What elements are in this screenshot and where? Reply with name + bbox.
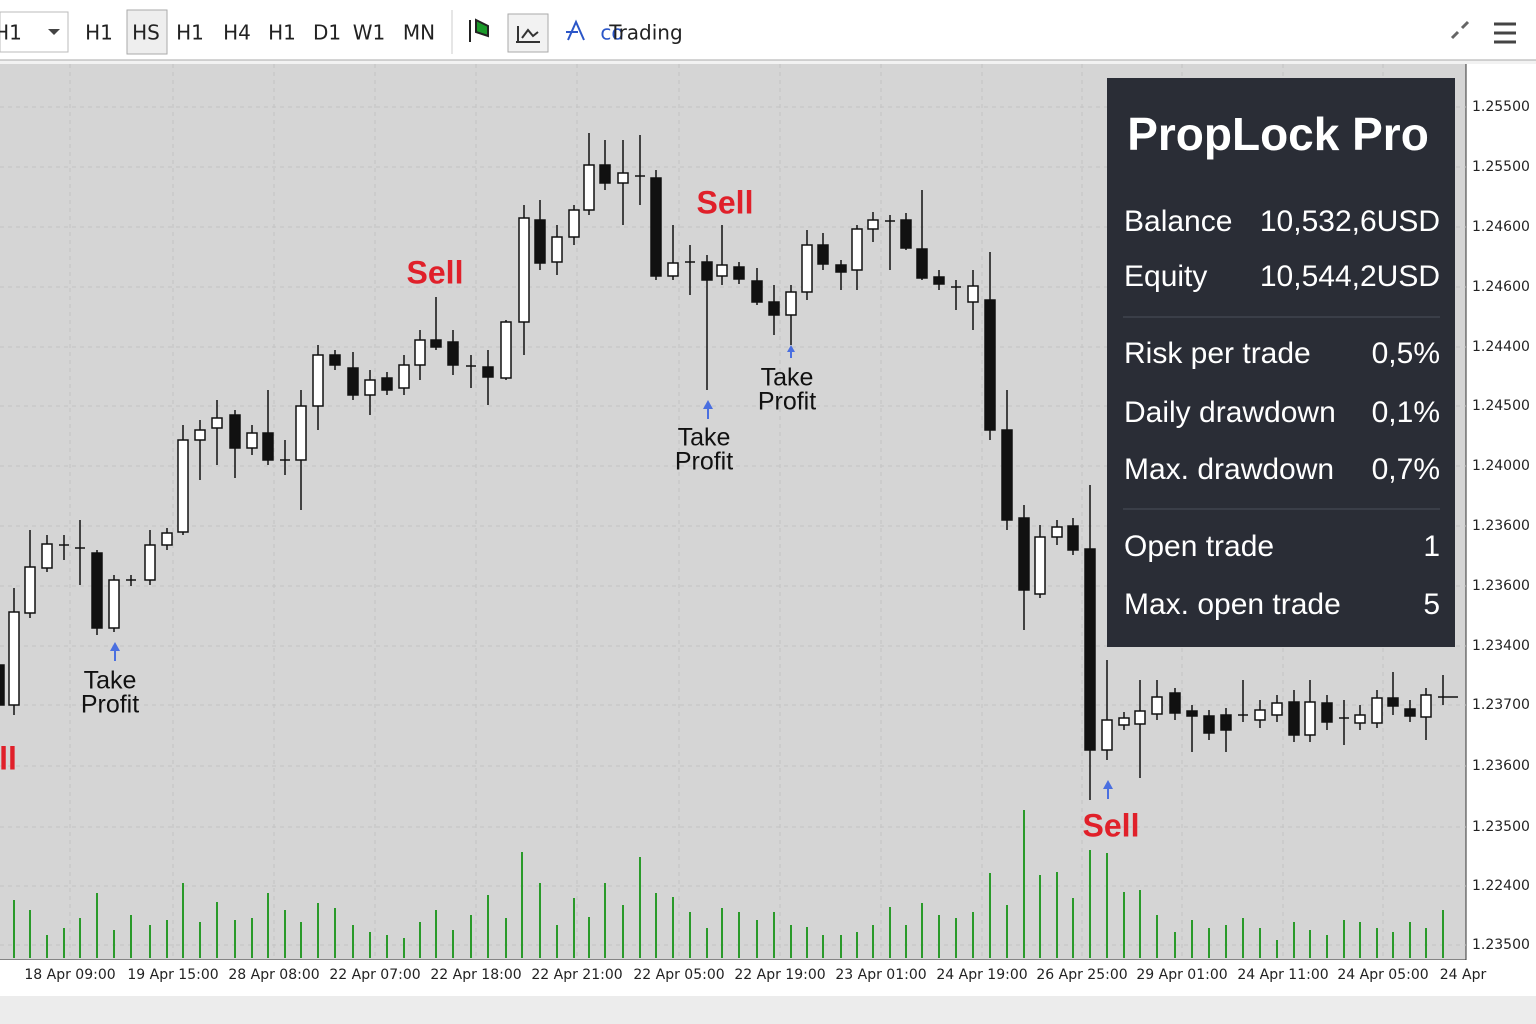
price-label: 1.24600 bbox=[1472, 219, 1530, 235]
dropdown-arrow[interactable] bbox=[48, 29, 60, 35]
arrow bbox=[787, 345, 795, 358]
time-label: 22 Apr 05:00 bbox=[633, 967, 724, 983]
line-chart-icon bbox=[516, 26, 540, 43]
panel-title: PropLock Pro bbox=[1127, 108, 1429, 160]
price-label: 1.23600 bbox=[1472, 518, 1530, 534]
timeframe-button: MN bbox=[403, 21, 435, 45]
timeframe-button: H1 bbox=[176, 21, 204, 45]
panel-row-value: 0,5% bbox=[1372, 337, 1440, 370]
panel-row-label: Open trade bbox=[1124, 530, 1274, 563]
time-axis bbox=[0, 960, 1466, 996]
panel-row-label: Equity bbox=[1124, 260, 1207, 293]
price-label: 1.23400 bbox=[1472, 638, 1530, 654]
arrow bbox=[110, 642, 120, 661]
panel-row-label: Balance bbox=[1124, 205, 1232, 238]
panel-row-value: 10,532,6USD bbox=[1260, 205, 1440, 238]
arrow bbox=[1103, 780, 1113, 799]
line-chart-button[interactable] bbox=[507, 13, 549, 53]
sell-annotation: ll bbox=[0, 740, 17, 776]
selected-tab bbox=[126, 9, 168, 55]
menu-icon[interactable] bbox=[1494, 22, 1516, 44]
time-label: 22 Apr 18:00 bbox=[430, 967, 521, 983]
take-profit-annotation: Profit bbox=[675, 448, 733, 476]
panel-row-value: 0,1% bbox=[1372, 396, 1440, 429]
panel-row-label: Max. open trade bbox=[1124, 588, 1341, 621]
drawing-icon[interactable] bbox=[566, 19, 585, 41]
time-label: 24 Apr 19:00 bbox=[936, 967, 1027, 983]
price-label: 1.22400 bbox=[1472, 878, 1530, 894]
take-profit-annotation: Profit bbox=[758, 388, 816, 416]
price-label: 1.23500 bbox=[1472, 819, 1530, 835]
take-profit-arrows bbox=[110, 345, 1113, 799]
timeframe-button: W1 bbox=[353, 21, 386, 45]
proplock-panel bbox=[1107, 78, 1455, 647]
price-label: 1.25500 bbox=[1472, 159, 1530, 175]
timeframe-button: H1 bbox=[0, 21, 22, 45]
timeframe-button: D1 bbox=[313, 21, 341, 45]
price-label: 1.24000 bbox=[1472, 458, 1530, 474]
panel-row-value: 5 bbox=[1423, 588, 1440, 621]
arrow bbox=[703, 400, 713, 419]
timeframe-button: H4 bbox=[223, 21, 251, 45]
time-label: 23 Apr 01:00 bbox=[835, 967, 926, 983]
panel-row-value: 0,7% bbox=[1372, 453, 1440, 486]
timeframe-button: H1 bbox=[268, 21, 296, 45]
price-label: 1.24400 bbox=[1472, 339, 1530, 355]
status-bar bbox=[0, 996, 1536, 1024]
time-label: 26 Apr 25:00 bbox=[1036, 967, 1127, 983]
panel-row-label: Daily drawdown bbox=[1124, 396, 1336, 429]
expand-icon[interactable] bbox=[1450, 20, 1470, 40]
toolbar-text: ᴄo bbox=[600, 21, 623, 45]
time-label: 18 Apr 09:00 bbox=[24, 967, 115, 983]
toolbar bbox=[0, 0, 1536, 60]
price-axis bbox=[1466, 64, 1536, 996]
price-label: 1.23600 bbox=[1472, 578, 1530, 594]
sell-annotation: Sell bbox=[1083, 807, 1140, 843]
panel-row-label: Max. drawdown bbox=[1124, 453, 1334, 486]
time-label: 22 Apr 07:00 bbox=[329, 967, 420, 983]
price-label: 1.24500 bbox=[1472, 398, 1530, 414]
price-label: 1.24600 bbox=[1472, 279, 1530, 295]
panel-row-value: 10,544,2USD bbox=[1260, 260, 1440, 293]
timeframe-button: HS bbox=[132, 21, 160, 45]
price-label: 1.23500 bbox=[1472, 937, 1530, 953]
take-profit-annotation: Take bbox=[761, 364, 814, 392]
toolbar-label: Trading bbox=[608, 21, 682, 45]
time-label: 24 Apr bbox=[1440, 967, 1487, 983]
time-label: 22 Apr 21:00 bbox=[531, 967, 622, 983]
sell-annotation: Sell bbox=[407, 254, 464, 290]
time-label: 22 Apr 19:00 bbox=[734, 967, 825, 983]
price-label: 1.23700 bbox=[1472, 697, 1530, 713]
time-label: 29 Apr 01:00 bbox=[1136, 967, 1227, 983]
take-profit-annotation: Take bbox=[84, 667, 137, 695]
time-label: 28 Apr 08:00 bbox=[228, 967, 319, 983]
panel-row-value: 1 bbox=[1423, 530, 1440, 563]
take-profit-annotation: Profit bbox=[81, 691, 139, 719]
price-label: 1.23600 bbox=[1472, 758, 1530, 774]
bullish-candles bbox=[8, 164, 1432, 751]
time-label: 24 Apr 05:00 bbox=[1337, 967, 1428, 983]
time-label: 19 Apr 15:00 bbox=[127, 967, 218, 983]
take-profit-annotation: Take bbox=[678, 424, 731, 452]
panel-row-label: Risk per trade bbox=[1124, 337, 1311, 370]
sell-annotation: Sell bbox=[697, 184, 754, 220]
price-label: 1.25500 bbox=[1472, 99, 1530, 115]
time-label: 24 Apr 11:00 bbox=[1237, 967, 1328, 983]
bearish-candles bbox=[0, 164, 1416, 751]
timeframe-button: H1 bbox=[85, 21, 113, 45]
volume-bars bbox=[13, 810, 1444, 958]
chart-icon[interactable] bbox=[469, 18, 489, 42]
